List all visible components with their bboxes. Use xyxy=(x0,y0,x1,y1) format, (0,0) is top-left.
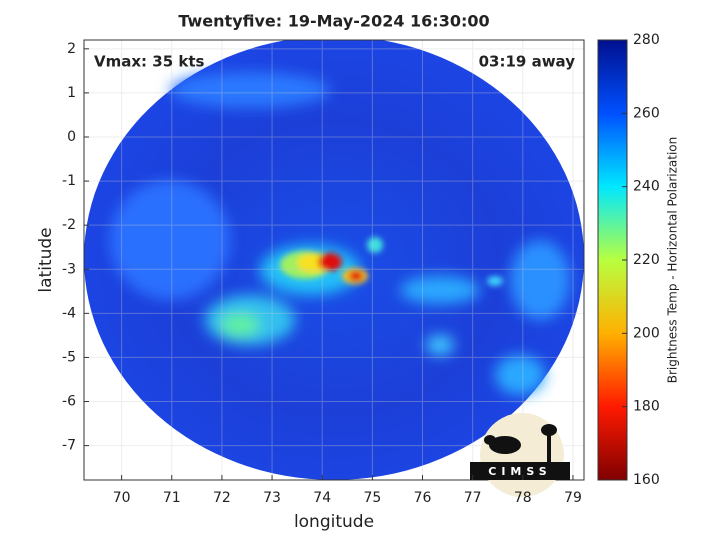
x-tick-label: 78 xyxy=(514,490,532,506)
x-tick-label: 70 xyxy=(113,490,131,506)
y-tick-label: -7 xyxy=(62,438,76,454)
colorbar-tick-label: 240 xyxy=(633,179,660,195)
y-tick-label: -3 xyxy=(62,261,76,277)
logo: CIMSS xyxy=(470,413,570,497)
annotation: 03:19 away xyxy=(479,53,576,71)
colorbar-tick-label: 280 xyxy=(633,32,660,48)
colorbar-label: Brightness Temp - Horizontal Polarizatio… xyxy=(666,137,680,384)
x-tick-label: 72 xyxy=(213,490,231,506)
annotation: Vmax: 35 kts xyxy=(94,53,204,71)
convection xyxy=(280,237,503,286)
image-layer xyxy=(84,40,584,480)
plot-frame xyxy=(83,39,585,481)
colorbar-tick-label: 260 xyxy=(633,105,660,121)
field-features xyxy=(110,72,570,395)
y-tick-label: 0 xyxy=(67,129,76,145)
y-tick-label: -5 xyxy=(62,349,76,365)
logo-text: CIMSS xyxy=(488,465,551,478)
x-tick-label: 73 xyxy=(263,490,281,506)
y-axis-label: latitude xyxy=(36,227,56,292)
x-tick-label: 77 xyxy=(464,490,482,506)
x-tick-label: 71 xyxy=(163,490,181,506)
x-tick-label: 74 xyxy=(313,490,331,506)
y-tick-label: -4 xyxy=(62,305,76,321)
x-tick-label: 79 xyxy=(564,490,582,506)
x-tick-label: 75 xyxy=(363,490,381,506)
y-tick-label: -2 xyxy=(62,217,76,233)
colorbar-tick-label: 220 xyxy=(633,252,660,268)
colorbar-tick-label: 180 xyxy=(633,399,660,415)
colorbar-tick-label: 200 xyxy=(633,325,660,341)
y-tick-label: 2 xyxy=(67,41,76,57)
y-tick-label: -1 xyxy=(62,173,76,189)
y-tick-label: -6 xyxy=(62,394,76,410)
x-axis-label: longitude xyxy=(294,512,374,532)
y-tick-label: 1 xyxy=(67,85,76,101)
colorbar-tick-label: 160 xyxy=(633,472,660,488)
chart-title: Twentyfive: 19-May-2024 16:30:00 xyxy=(178,12,489,31)
x-tick-label: 76 xyxy=(414,490,432,506)
